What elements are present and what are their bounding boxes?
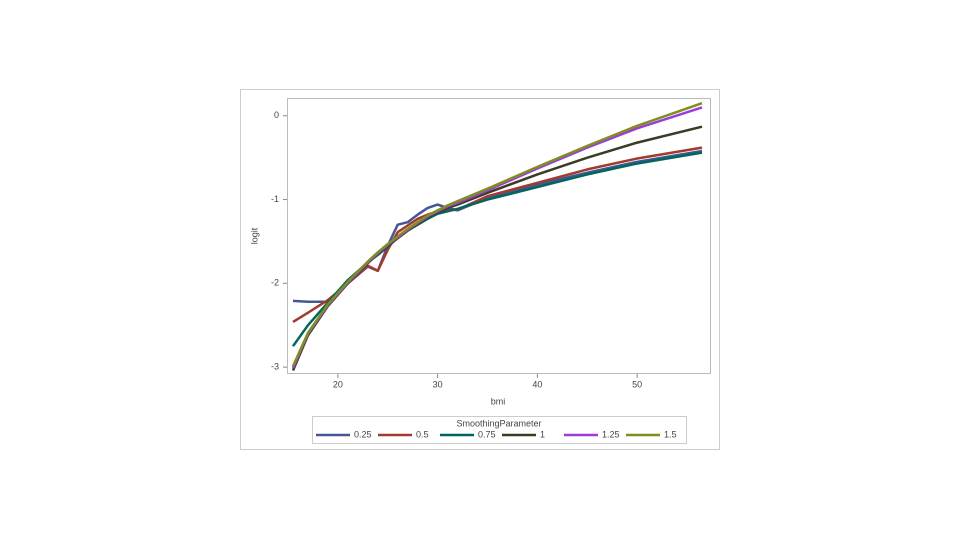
y-tick-label: 0 xyxy=(274,110,279,120)
legend-label: 1 xyxy=(540,429,545,439)
x-axis-label: bmi xyxy=(491,396,506,406)
legend-title: SmoothingParameter xyxy=(456,418,541,428)
legend-label: 0.25 xyxy=(354,429,372,439)
plot-area xyxy=(287,98,711,374)
y-tick-label: -3 xyxy=(271,362,279,372)
x-tick-label: 30 xyxy=(433,379,443,389)
series-line xyxy=(291,102,703,367)
x-tick-label: 20 xyxy=(333,379,343,389)
y-axis-label: logit xyxy=(249,227,259,244)
legend-label: 0.75 xyxy=(478,429,496,439)
y-tick-label: -2 xyxy=(271,278,279,288)
x-tick-label: 40 xyxy=(532,379,542,389)
legend-label: 1.25 xyxy=(602,429,620,439)
legend-box xyxy=(312,416,687,444)
legend-label: 0.5 xyxy=(416,429,429,439)
legend-label: 1.5 xyxy=(664,429,677,439)
x-tick-label: 50 xyxy=(632,379,642,389)
y-tick-label: -1 xyxy=(271,194,279,204)
